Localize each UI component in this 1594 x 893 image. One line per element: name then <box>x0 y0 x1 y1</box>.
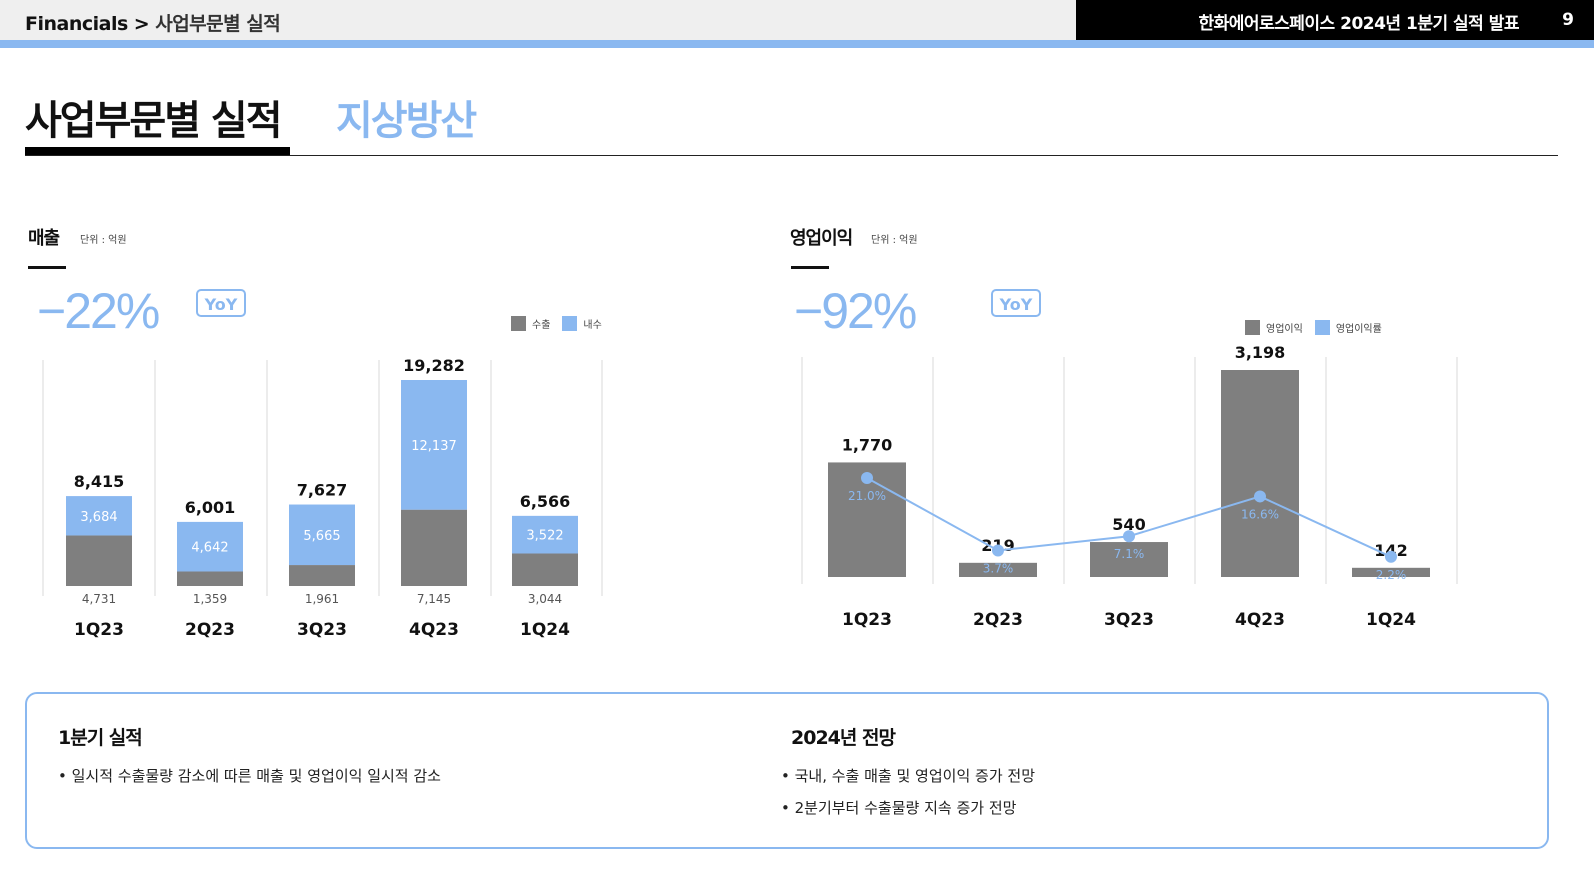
page-title: 사업부문별 실적 <box>25 98 283 144</box>
breadcrumb-root[interactable]: Financials <box>25 13 128 35</box>
op-income-unit: 단위 : 억원 <box>871 235 918 246</box>
x-tick-label: 1Q24 <box>1366 610 1416 630</box>
point-op-margin <box>1123 530 1135 543</box>
bar-domestic <box>289 504 355 566</box>
legend-label-domestic: 내수 <box>583 320 602 331</box>
data-label-op-margin: 7.1% <box>1114 547 1145 561</box>
x-tick-label: 2Q23 <box>973 610 1023 630</box>
x-tick-label: 4Q23 <box>1235 610 1285 630</box>
op-income-legend: 영업이익 영업이익률 <box>1245 320 1394 335</box>
bar-export <box>289 565 355 586</box>
data-label-op-income: 1,770 <box>842 435 893 454</box>
x-tick-label: 1Q23 <box>74 620 124 640</box>
legend-label-op-income: 영업이익 <box>1266 324 1303 335</box>
data-label-op-income: 142 <box>1374 541 1407 560</box>
title-rule <box>25 155 1558 156</box>
op-income-yoy-badge: YoY <box>991 289 1041 317</box>
revenue-title: 매출 <box>28 228 60 249</box>
point-op-margin <box>1254 490 1266 503</box>
revenue-unit: 단위 : 억원 <box>80 235 127 246</box>
bar-export <box>512 553 578 586</box>
point-op-margin <box>861 472 873 484</box>
bar-domestic <box>177 521 243 572</box>
top-bar: Financials > 사업부문별 실적 한화에어로스페이스 2024년 1분기 … <box>0 0 1594 40</box>
revenue-yoy-badge: YoY <box>196 289 246 317</box>
breadcrumb-current: 사업부문별 실적 <box>155 13 281 35</box>
legend-label-export: 수출 <box>532 320 551 331</box>
data-label-total: 8,415 <box>74 472 125 491</box>
bar-op-income <box>1221 370 1299 577</box>
page-subtitle: 지상방산 <box>336 98 477 144</box>
x-tick-label: 1Q23 <box>842 610 892 630</box>
op-income-title: 영업이익 <box>790 228 853 249</box>
op-income-underline <box>791 266 829 269</box>
data-label-total: 19,282 <box>403 356 465 375</box>
data-label-op-margin: 2.2% <box>1376 568 1407 582</box>
data-label-total: 7,627 <box>297 481 348 500</box>
data-label-op-income: 3,198 <box>1235 343 1286 362</box>
title-underline <box>25 147 290 155</box>
data-label-domestic: 3,522 <box>526 529 563 544</box>
breadcrumb-separator-icon: > <box>133 13 150 35</box>
bar-domestic <box>401 380 467 510</box>
revenue-legend: 수출 내수 <box>511 316 614 331</box>
x-tick-label: 1Q24 <box>520 620 570 640</box>
bar-op-income <box>1352 567 1430 577</box>
point-op-margin <box>992 544 1004 557</box>
legend-swatch-domestic <box>562 316 578 331</box>
data-label-domestic: 3,684 <box>80 510 117 525</box>
bar-domestic <box>66 496 132 536</box>
summary-right-item: • 국내, 수출 매출 및 영업이익 증가 전망 <box>781 767 1035 785</box>
summary-right-item: • 2분기부터 수출물량 지속 증가 전망 <box>781 799 1017 817</box>
point-op-margin <box>1385 550 1397 563</box>
summary-left-item: • 일시적 수출물량 감소에 따른 매출 및 영업이익 일시적 감소 <box>58 767 441 785</box>
bar-export <box>401 509 467 586</box>
accent-divider <box>0 40 1594 48</box>
deck-title: 한화에어로스페이스 2024년 1분기 실적 발표 <box>1198 14 1519 34</box>
data-label-export: 7,145 <box>417 592 451 606</box>
x-tick-label: 4Q23 <box>409 620 459 640</box>
revenue-yoy-value: −22% <box>37 283 160 339</box>
legend-label-op-margin: 영업이익률 <box>1335 324 1382 335</box>
legend-swatch-op-margin <box>1314 320 1330 335</box>
data-label-domestic: 4,642 <box>191 541 228 556</box>
deck-title-banner: 한화에어로스페이스 2024년 1분기 실적 발표 9 <box>1076 0 1594 40</box>
summary-left-title: 1분기 실적 <box>58 727 143 749</box>
legend-swatch-export <box>511 316 526 331</box>
data-label-export: 4,731 <box>82 592 116 606</box>
x-tick-label: 2Q23 <box>185 620 235 640</box>
bar-op-income <box>1090 542 1168 577</box>
data-label-op-margin: 16.6% <box>1241 507 1279 521</box>
bar-export <box>177 571 243 586</box>
data-label-export: 1,961 <box>305 592 339 606</box>
data-label-total: 6,566 <box>520 492 571 511</box>
op-income-yoy-value: −92% <box>794 283 917 339</box>
data-label-total: 6,001 <box>185 498 236 517</box>
revenue-underline <box>28 266 66 269</box>
data-label-op-margin: 21.0% <box>848 489 886 503</box>
page-number: 9 <box>1562 10 1574 30</box>
bar-domestic <box>512 515 578 554</box>
summary-box <box>25 692 1549 849</box>
breadcrumb: Financials > 사업부문별 실적 <box>25 9 281 36</box>
data-label-export: 1,359 <box>193 592 227 606</box>
data-label-domestic: 12,137 <box>411 439 457 454</box>
bar-export <box>66 535 132 586</box>
x-tick-label: 3Q23 <box>1104 610 1154 630</box>
x-tick-label: 3Q23 <box>297 620 347 640</box>
summary-right-title: 2024년 전망 <box>791 727 896 749</box>
data-label-domestic: 5,665 <box>303 529 340 544</box>
bar-op-income <box>959 562 1037 577</box>
data-label-op-income: 540 <box>1112 515 1145 534</box>
data-label-op-margin: 3.7% <box>983 561 1014 575</box>
data-label-export: 3,044 <box>528 592 562 606</box>
legend-swatch-op-income <box>1245 320 1260 335</box>
